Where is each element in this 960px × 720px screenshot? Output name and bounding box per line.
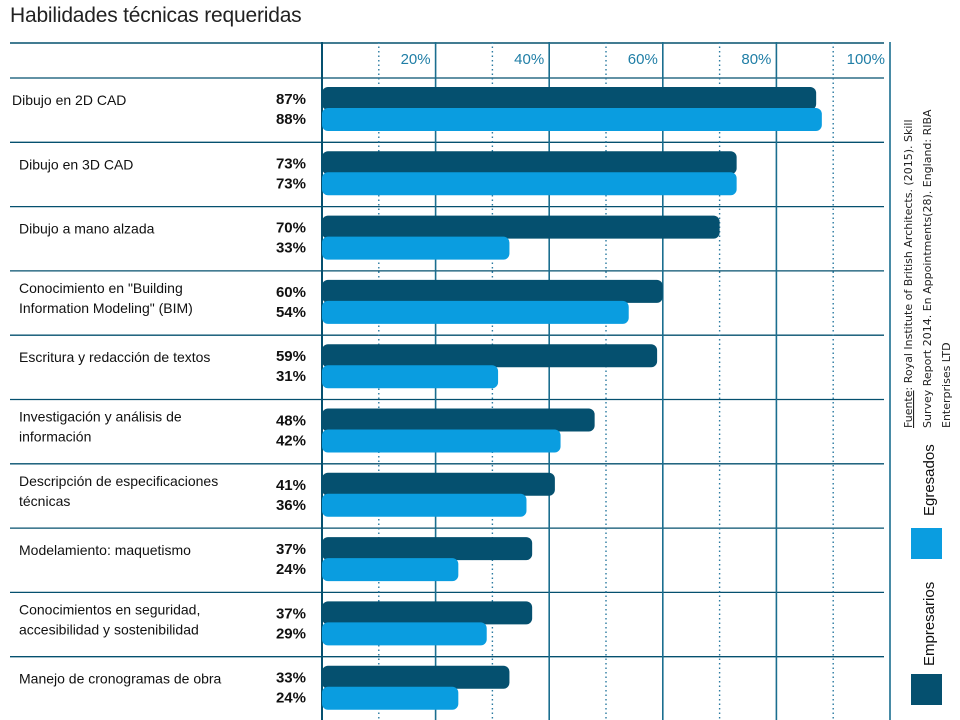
bar-empresarios [322, 472, 555, 496]
data-label-egresados: 33% [276, 240, 306, 257]
data-label-empresarios: 60% [276, 284, 306, 301]
bar-empresarios [322, 279, 663, 303]
source-label: Fuente [902, 390, 915, 428]
data-label-empresarios: 41% [276, 477, 306, 494]
data-label-empresarios: 37% [276, 541, 306, 558]
category-label-line: accesibilidad y sostenibilidad [19, 621, 199, 637]
data-label-empresarios: 59% [276, 348, 306, 365]
data-label-egresados: 88% [276, 111, 306, 128]
bar-empresarios [322, 408, 595, 432]
data-label-egresados: 24% [276, 690, 306, 707]
category-label-line: Dibujo a mano alzada [19, 221, 155, 237]
data-label-empresarios: 33% [276, 670, 306, 687]
data-label-egresados: 31% [276, 368, 306, 385]
category-label-line: Descripción de especificaciones [19, 473, 218, 489]
bar-empresarios [322, 665, 510, 689]
legend-label-empresarios: Empresarios [921, 582, 938, 666]
data-label-empresarios: 37% [276, 605, 306, 622]
x-tick-label: 100% [847, 51, 885, 68]
chart-title: Habilidades técnicas requeridas [10, 4, 302, 27]
bar-egresados [322, 429, 561, 453]
category-label-line: Conocimiento en "Building [19, 280, 183, 296]
category-label: Modelamiento: maquetismo [19, 542, 191, 558]
bar-empresarios [322, 151, 737, 175]
data-label-empresarios: 87% [276, 91, 306, 108]
category-label-line: técnicas [19, 493, 70, 509]
x-tick-label: 80% [741, 51, 771, 68]
x-tick-label: 40% [514, 51, 544, 68]
source-note-line: Enterprises LTD [940, 342, 953, 428]
category-label: Dibujo en 2D CAD [12, 92, 126, 108]
bar-egresados [322, 172, 737, 196]
data-label-egresados: 29% [276, 625, 306, 642]
source-text: : Royal Institute of British Architects.… [902, 119, 915, 390]
x-tick-label: 20% [401, 51, 431, 68]
data-label-empresarios: 73% [276, 155, 306, 172]
bar-egresados [322, 493, 527, 517]
legend-label-egresados: Egresados [921, 444, 938, 516]
bar-egresados [322, 622, 487, 646]
category-label-line: Dibujo en 2D CAD [12, 92, 126, 108]
category-label: Conocimiento en "Building Information Mod… [19, 280, 193, 316]
bar-egresados [322, 236, 510, 260]
bar-egresados [322, 108, 822, 131]
data-label-empresarios: 48% [276, 413, 306, 430]
bar-empresarios [322, 344, 658, 368]
bar-egresados [322, 300, 629, 324]
data-label-egresados: 36% [276, 497, 306, 514]
data-label-egresados: 24% [276, 561, 306, 578]
data-label-egresados: 42% [276, 433, 306, 450]
category-label: Dibujo a mano alzada [19, 221, 155, 237]
bar-empresarios [322, 601, 533, 625]
bar-egresados [322, 558, 459, 582]
data-label-egresados: 73% [276, 175, 306, 192]
category-label-line: Modelamiento: maquetismo [19, 542, 191, 558]
category-label: Descripción de especificaciones técnicas [19, 473, 218, 509]
bar-empresarios [322, 215, 720, 239]
bar-egresados [322, 686, 459, 710]
category-label-line: Investigación y análisis de [19, 409, 182, 425]
legend-swatch-egresados [911, 528, 942, 559]
category-label: Manejo de cronogramas de obra [19, 671, 222, 687]
bar-empresarios [322, 537, 533, 561]
data-label-egresados: 54% [276, 304, 306, 321]
category-label: Conocimientos en seguridad, accesibilidad… [19, 601, 200, 637]
category-label: Escritura y redacción de textos [19, 349, 210, 365]
category-label-line: Conocimientos en seguridad, [19, 601, 200, 617]
category-label: Dibujo en 3D CAD [19, 156, 133, 172]
category-label-line: Dibujo en 3D CAD [19, 156, 133, 172]
source-note-line: Survey Report 2014. En Appointments(28).… [921, 109, 934, 428]
category-label-line: Escritura y redacción de textos [19, 349, 210, 365]
x-tick-label: 60% [628, 51, 658, 68]
data-label-empresarios: 70% [276, 220, 306, 237]
legend-swatch-empresarios [911, 674, 942, 705]
category-label: Investigación y análisis de información [19, 409, 182, 445]
bar-egresados [322, 365, 499, 389]
source-note-line: Fuente: Royal Institute of British Archi… [902, 119, 915, 428]
category-label-line: información [19, 429, 91, 445]
category-label-line: Manejo de cronogramas de obra [19, 671, 222, 687]
bar-empresarios [322, 87, 817, 110]
category-label-line: Information Modeling" (BIM) [19, 300, 193, 316]
